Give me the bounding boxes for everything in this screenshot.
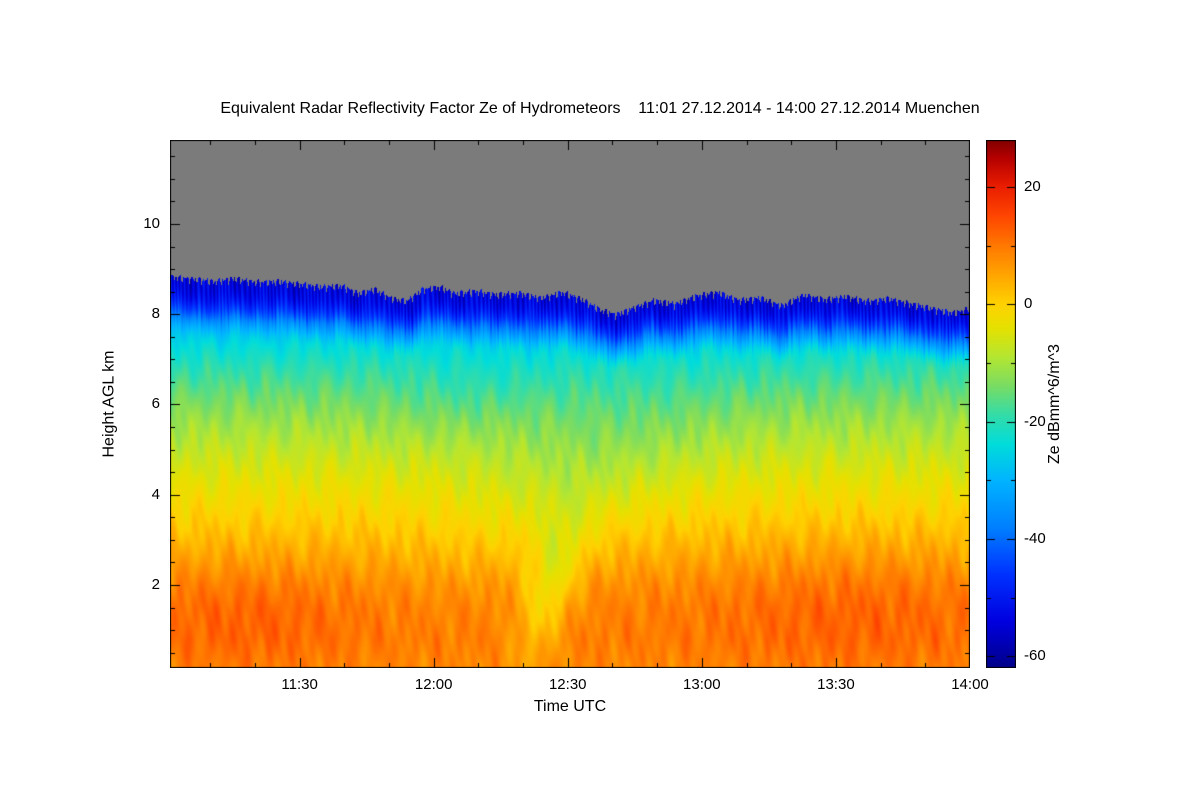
colorbar-tick-label: 0 <box>1024 295 1033 313</box>
y-tick-label: 2 <box>151 575 160 593</box>
colorbar-title: Ze dBmm^6/m^3 <box>1046 344 1063 464</box>
colorbar-tick-label: -20 <box>1024 412 1046 430</box>
y-tick-label: 4 <box>151 485 160 503</box>
chart-title: Equivalent Radar Reflectivity Factor Ze … <box>220 100 980 117</box>
x-tick-label: 14:00 <box>951 676 989 693</box>
x-axis-title: Time UTC <box>533 698 607 715</box>
x-tick-label: 11:30 <box>281 676 318 693</box>
y-tick-label: 6 <box>151 395 160 413</box>
colorbar-title-container: Ze dBmm^6/m^3 <box>1042 140 1068 668</box>
colorbar-tick-label: 20 <box>1024 177 1041 195</box>
y-tick-label: 8 <box>151 305 160 323</box>
x-tick-label: 13:00 <box>683 676 721 693</box>
colorbar-tick-label: -40 <box>1024 529 1046 547</box>
reflectivity-heatmap-canvas <box>170 140 970 668</box>
colorbar-tick-label: -60 <box>1024 647 1046 665</box>
x-tick-label: 13:30 <box>817 676 855 693</box>
colorbar-canvas <box>986 140 1016 668</box>
y-tick-label: 10 <box>143 214 160 232</box>
x-tick-label: 12:30 <box>548 676 587 693</box>
x-tick-label: 12:00 <box>414 676 453 693</box>
y-axis-title: Height AGL km <box>100 350 118 458</box>
